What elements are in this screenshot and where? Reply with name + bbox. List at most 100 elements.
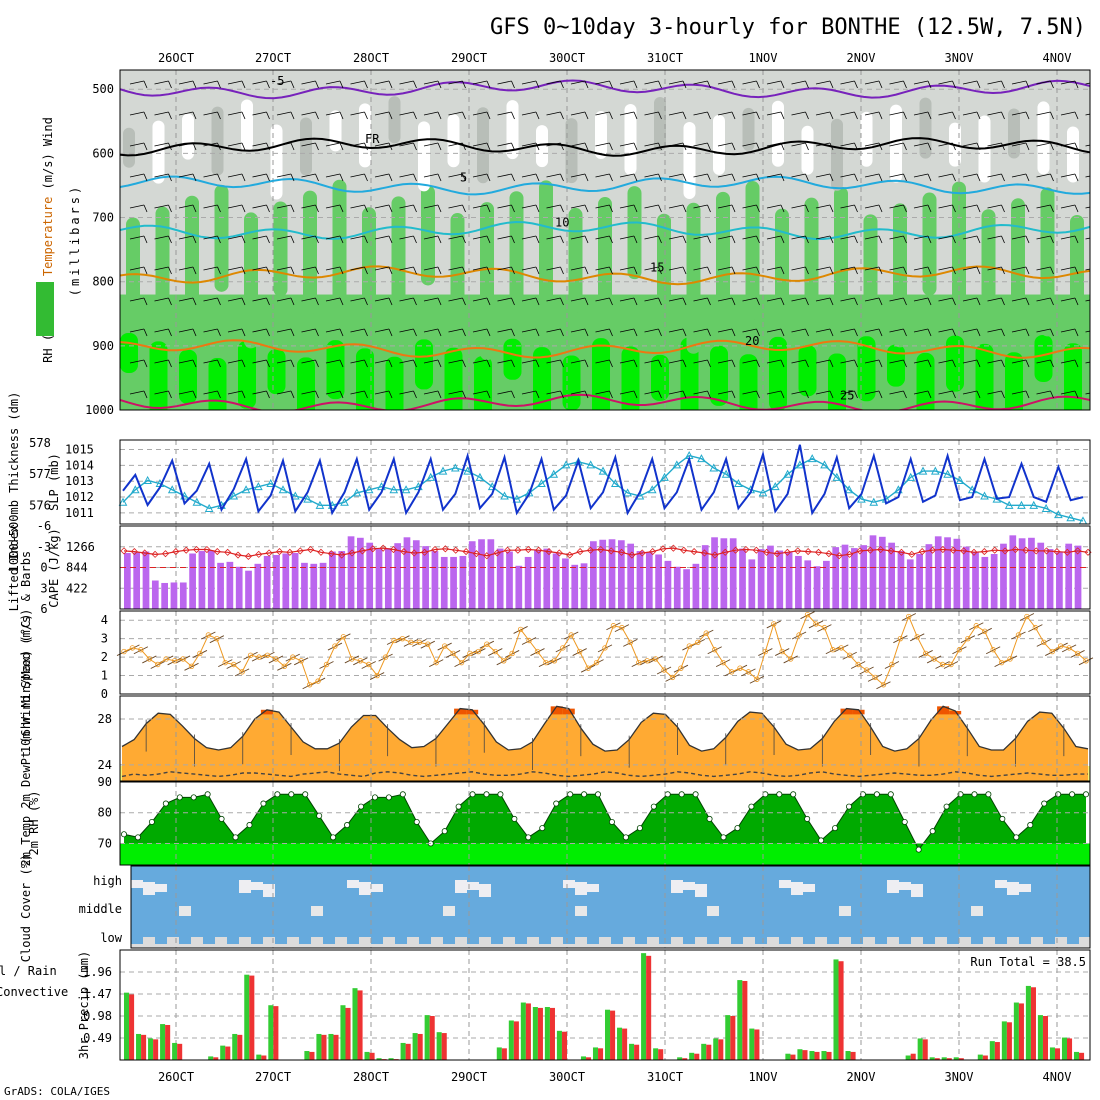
precip-label-wrap: 3hr Precip (mm)	[77, 951, 91, 1059]
precip-total-bar	[749, 1028, 755, 1060]
rh-blob-high	[477, 107, 489, 184]
wind-barb	[448, 266, 463, 271]
precip-convective-bar	[369, 1052, 375, 1060]
cape-bar	[1046, 549, 1054, 609]
wind-barb	[497, 390, 512, 395]
wind-barb-flag	[633, 111, 638, 120]
wind-barb	[570, 359, 586, 364]
li-point	[1042, 547, 1051, 555]
precip-total-bar	[833, 959, 839, 1060]
wind-barb	[570, 111, 586, 116]
wind-barb	[350, 297, 365, 302]
thickness-point	[278, 485, 288, 494]
precip-total-bar	[977, 1054, 983, 1060]
precip-convective-bar	[994, 1042, 1000, 1060]
rh-blob-low	[1064, 343, 1082, 410]
cape-bar	[860, 545, 868, 609]
wind-barb-flag	[878, 80, 883, 89]
wind-barb	[913, 111, 929, 116]
wind-barb-flag	[241, 328, 246, 337]
cloud-low	[623, 937, 635, 948]
wind-barb-flag	[780, 111, 785, 120]
cloud-low	[371, 944, 383, 948]
wind-barb-flag	[437, 235, 442, 244]
wind-barb	[742, 142, 757, 147]
wind-barb-flag	[413, 297, 417, 306]
wind-speed-point	[231, 661, 237, 668]
top-date-28OCT: 28OCT	[353, 51, 389, 65]
wind-barb-flag	[437, 359, 442, 368]
precip-total-bar	[1013, 1002, 1019, 1060]
wind-barb-flag	[976, 173, 981, 182]
wind-barb-flag	[829, 111, 834, 120]
precip-convective-bar	[934, 1058, 940, 1060]
wind-barb-flag	[952, 111, 956, 120]
wind-barb-flag	[217, 359, 221, 368]
wind-barb	[203, 111, 218, 116]
wind-barb	[497, 142, 512, 147]
wind-barb	[472, 297, 488, 302]
wind-barb-flag	[633, 235, 638, 244]
precip-total-bar	[725, 1015, 731, 1060]
wind-barb-flag	[462, 111, 466, 120]
wind-barb	[203, 173, 218, 178]
thickness-point	[721, 469, 731, 478]
wind-barb	[717, 80, 733, 85]
precip-total-bar	[496, 1047, 502, 1060]
wind-barb	[791, 235, 806, 240]
li-point	[265, 549, 273, 557]
precip-total-bar	[532, 1007, 538, 1060]
wind-barb	[154, 297, 169, 302]
wind-barb	[962, 266, 978, 271]
wind-barb	[864, 204, 880, 209]
precip-total-bar	[520, 1002, 526, 1060]
wind-barb	[717, 173, 733, 178]
cloud-low	[299, 944, 311, 948]
rh-blob-high	[742, 107, 755, 151]
rh-point	[511, 815, 518, 822]
wind-barb-flag	[707, 204, 711, 213]
wind-barb	[962, 328, 978, 333]
wind-barb	[766, 266, 782, 271]
wind-barb	[1085, 175, 1090, 178]
cape-bar	[981, 556, 989, 609]
precip-total-bar	[160, 1024, 166, 1060]
cloud-mid	[179, 906, 191, 916]
slp-ytick-1015: 1015	[65, 443, 94, 457]
wind-barb-flag	[707, 142, 711, 151]
wind-barb-flag	[731, 173, 736, 182]
wind-barb	[1078, 657, 1094, 666]
li-point	[1022, 546, 1030, 554]
wind-barb	[668, 266, 684, 271]
bottom-date-27OCT: 27OCT	[255, 1070, 291, 1084]
li-label-wrap: Lifted Index	[7, 525, 21, 612]
thickness-point	[980, 491, 989, 500]
thickness-ytick-577: 577	[29, 467, 51, 481]
wind-barb	[840, 297, 855, 302]
cape-bar	[590, 541, 597, 609]
cloud-low	[191, 937, 203, 948]
cloud-low	[611, 944, 623, 948]
wind-barb	[987, 297, 1002, 302]
wind-barb-flag	[829, 173, 834, 182]
precip-total-bar	[412, 1033, 418, 1060]
wind-barb	[815, 80, 831, 85]
precip-convective-bar	[718, 1039, 724, 1060]
wind-barb-flag	[878, 204, 883, 213]
thickness-point	[315, 500, 325, 509]
wind-speed-point	[889, 661, 895, 668]
wind-barb-flag	[976, 204, 981, 213]
wind-barb	[840, 266, 855, 271]
cloud-low	[815, 937, 827, 948]
wind-barb-flag	[927, 173, 932, 182]
wind-barb	[301, 359, 316, 364]
rh-point	[845, 803, 852, 810]
wind-barb	[1085, 361, 1090, 364]
wind-barb	[178, 80, 194, 85]
wind-barb	[1011, 142, 1027, 147]
top-date-26OCT: 26OCT	[158, 51, 194, 65]
cloud-low	[491, 944, 503, 948]
wind-barb-flag	[952, 173, 956, 182]
rh-blob-mid	[863, 214, 878, 330]
